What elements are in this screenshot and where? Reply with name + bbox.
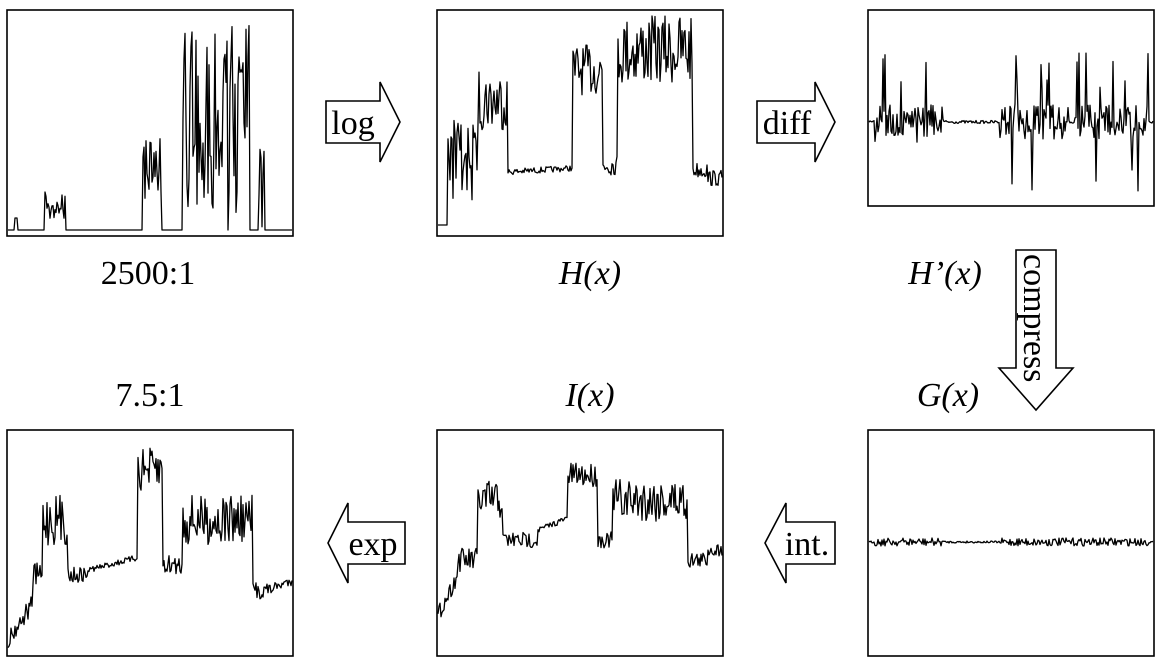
panel-log-h-signal (438, 15, 723, 226)
panel-integrated (436, 429, 724, 657)
panel-log-h-frame (436, 9, 724, 237)
arrow-int: int. (764, 502, 836, 584)
arrow-log-label: log (331, 105, 374, 142)
arrow-diff-label: diff (763, 105, 812, 142)
arrow-compress: compress (997, 249, 1075, 412)
panel-deriv-label: H’(x) (907, 255, 982, 292)
arrow-compress-label: compress (1016, 254, 1053, 382)
arrow-int-shape (764, 502, 836, 584)
panel-input-signal (8, 24, 292, 231)
panel-compressed-label: G(x) (917, 377, 979, 414)
panel-integrated-frame (436, 429, 724, 657)
arrow-exp: exp (327, 502, 406, 584)
panel-input (6, 9, 294, 237)
panel-integrated-label: I(x) (564, 377, 614, 414)
panel-deriv (867, 9, 1155, 207)
panel-log-h-label: H(x) (558, 255, 621, 292)
panel-log-h (436, 9, 724, 237)
panel-integrated-signal (437, 462, 723, 618)
arrow-diff-shape (756, 81, 836, 163)
arrow-log: log (325, 81, 401, 163)
panel-output (6, 429, 294, 657)
arrow-int-label: int. (785, 526, 829, 563)
panel-compressed-signal (868, 537, 1154, 547)
arrow-diff: diff (756, 81, 836, 163)
panel-output-signal (7, 447, 293, 648)
panel-compressed (867, 429, 1155, 657)
arrow-exp-label: exp (348, 526, 397, 563)
arrow-exp-shape (327, 502, 406, 584)
panel-input-label: 2500:1 (101, 255, 195, 292)
arrow-compress-shape (997, 249, 1075, 412)
panel-output-label: 7.5:1 (116, 377, 185, 414)
arrow-log-shape (325, 81, 401, 163)
panel-deriv-signal (868, 52, 1154, 192)
